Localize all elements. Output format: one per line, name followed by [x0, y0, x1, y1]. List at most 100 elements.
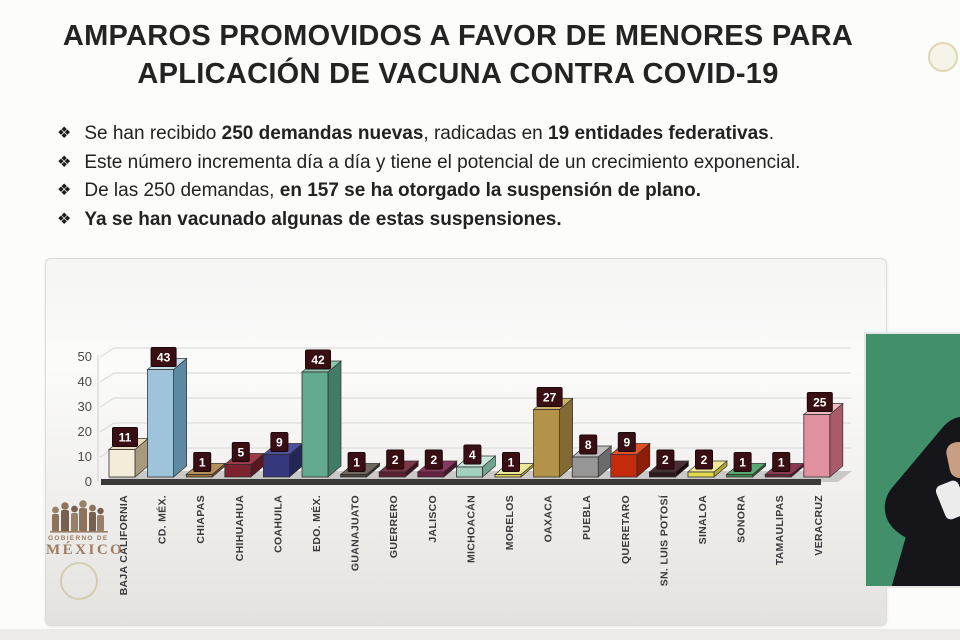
value-tag-label: 4: [469, 448, 476, 462]
value-tag-label: 11: [119, 431, 132, 445]
value-tag: [270, 432, 289, 452]
value-tag: [305, 349, 331, 370]
value-tag-label: 27: [543, 391, 557, 405]
x-category-label: COAHUILA: [272, 495, 284, 553]
watermark-seal-icon: [928, 42, 958, 72]
bar: [455, 466, 483, 478]
heroes-illustration-icon: [50, 500, 108, 533]
value-tag-label: 1: [739, 456, 746, 470]
value-tag-label: 2: [392, 453, 399, 467]
value-tag: [463, 444, 482, 465]
bar: [340, 474, 368, 478]
value-tag: [656, 449, 675, 470]
value-tag-label: 25: [813, 396, 827, 410]
x-axis-baseline: [101, 479, 821, 485]
value-tag: [231, 442, 250, 462]
value-tag: [150, 347, 177, 367]
bar: [764, 474, 792, 478]
x-category-label: VERACRUZ: [813, 495, 825, 556]
value-tag-label: 5: [237, 446, 244, 460]
bar: [147, 369, 174, 478]
x-category-label: CHIAPAS: [195, 495, 207, 544]
value-tag-label: 43: [157, 351, 171, 365]
bar: [726, 474, 753, 478]
value-tag-label: 42: [311, 353, 325, 367]
bar: [378, 471, 406, 478]
value-tag-label: 1: [199, 456, 206, 470]
bar: [417, 471, 445, 478]
bar: [687, 471, 715, 478]
value-tag-label: 1: [778, 456, 785, 470]
chart-panel: 0 10 20 30 40 50 11 43 1 5 9 42 1 2 2 4 1 27 8 9 2 2 1 1 25 BAJA …: [45, 258, 887, 626]
page-title-line1: AMPAROS PROMOVIDOS A FAVOR DE MENORES PA…: [62, 20, 854, 52]
bullet-marker-icon: ❖: [57, 125, 72, 142]
y-tick-label: 20: [78, 424, 92, 439]
bar: [262, 454, 290, 478]
value-tag: [536, 387, 563, 407]
value-tag-label: 9: [276, 436, 283, 450]
bar: [185, 474, 213, 478]
bar: [610, 454, 638, 478]
bullet-marker-icon: ❖: [57, 153, 72, 171]
gridline-depth: [99, 397, 115, 408]
x-category-label: OAXACA: [543, 495, 555, 542]
logo-text-mexico: MÉXICO: [46, 542, 125, 558]
x-category-label: TAMAULIPAS: [774, 495, 786, 565]
bullet-item: ❖ De las 250 demandas, en 157 se ha otorg…: [57, 180, 887, 202]
y-tick-label: 40: [78, 374, 92, 389]
logo-seal-icon: [60, 562, 98, 600]
gridline-depth: [99, 347, 115, 358]
bar: [803, 414, 831, 478]
value-tag: [617, 432, 636, 452]
value-tag-label: 9: [623, 436, 630, 450]
x-category-label: SONORA: [736, 495, 748, 543]
gridline-depth: [99, 422, 115, 433]
gridline-depth: [99, 372, 115, 383]
x-category-label: JALISCO: [427, 495, 439, 543]
value-tag: [502, 452, 520, 472]
bar: [301, 371, 329, 478]
x-category-label: GUERRERO: [388, 495, 400, 558]
y-tick-label: 30: [78, 399, 92, 414]
value-tag-label: 8: [585, 438, 592, 452]
bullet-item: ❖ Ya se han vacunado algunas de estas sus…: [57, 209, 887, 231]
bullet-text: De las 250 demandas, en 157 se ha otorga…: [84, 180, 702, 201]
bar: [108, 449, 136, 478]
bar: [649, 471, 676, 478]
value-tag: [695, 449, 713, 470]
bullet-list: ❖ Se han recibido 250 demandas nuevas, ra…: [57, 123, 887, 237]
value-tag: [193, 452, 212, 472]
value-tag-label: 2: [701, 453, 708, 467]
x-category-label: EDO. MÉX.: [310, 495, 323, 552]
bullet-text: Este número incrementa día a día y tiene…: [84, 151, 801, 173]
value-tag: [347, 452, 366, 472]
value-tag-label: 2: [430, 453, 437, 467]
sign-language-interpreter-video: [866, 334, 960, 586]
bar-side-face: [173, 357, 187, 478]
value-tag: [733, 452, 752, 472]
y-tick-label: 10: [78, 449, 92, 464]
value-tag: [806, 392, 833, 412]
bar-side-face: [829, 402, 844, 478]
bullet-marker-icon: ❖: [57, 182, 72, 199]
bar: [224, 464, 252, 478]
y-tick-label: 50: [78, 349, 92, 364]
bullet-text: Ya se han vacunado algunas de estas susp…: [84, 208, 562, 230]
x-category-label: SN. LUIS POTOSÍ: [657, 494, 670, 586]
page-title: AMPAROS PROMOVIDOS A FAVOR DE MENORES PA…: [0, 17, 916, 93]
x-category-label: BAJA CALIFORNIA: [118, 495, 130, 595]
page-title-line2: APLICACIÓN DE VACUNA CONTRA COVID-19: [137, 58, 779, 90]
value-tag-label: 1: [353, 456, 360, 470]
value-tag: [579, 434, 598, 455]
y-tick-label: 0: [85, 474, 92, 489]
value-tag: [424, 449, 443, 470]
x-category-label: PUEBLA: [581, 495, 593, 540]
x-category-label: CD. MÉX.: [156, 495, 169, 544]
x-category-label: MORELOS: [504, 495, 516, 550]
bar-side-face: [327, 360, 342, 478]
bottom-edge-strip: [0, 629, 960, 640]
x-category-label: SINALOA: [697, 495, 709, 544]
value-tag: [112, 427, 138, 447]
